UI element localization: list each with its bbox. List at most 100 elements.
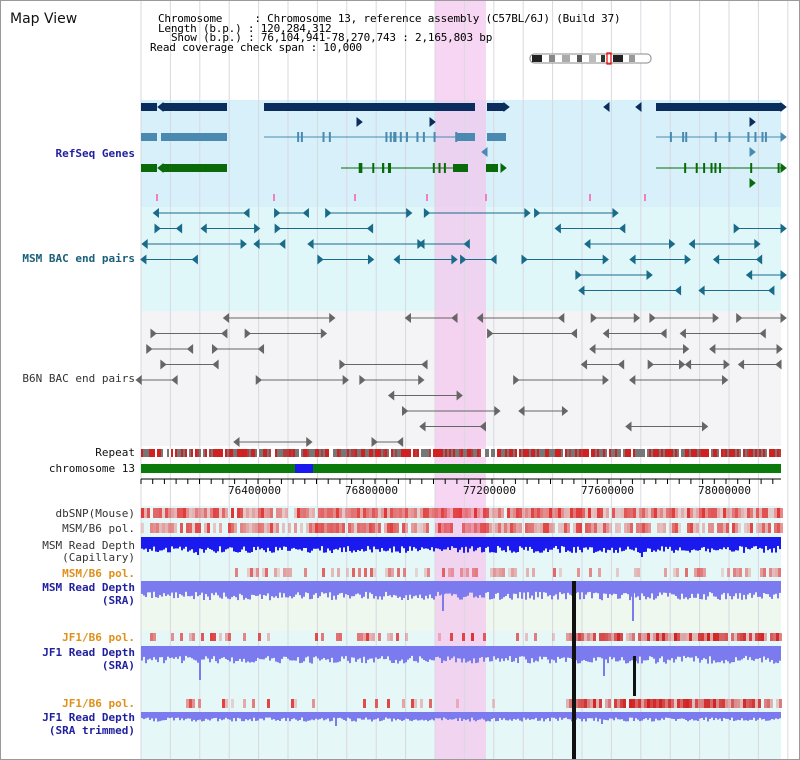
depth-bar <box>407 712 409 719</box>
repeat-feature <box>689 449 691 457</box>
repeat-feature <box>733 449 735 457</box>
bac-end-marker <box>233 436 240 448</box>
depth-bar <box>695 712 697 721</box>
gene-exon <box>385 132 388 142</box>
polymorphism-cell <box>252 523 255 533</box>
bac-end-marker <box>367 254 375 265</box>
repeat-feature <box>647 449 649 457</box>
polymorphism-cell <box>744 523 747 533</box>
track-label-refseq[interactable]: RefSeq Genes <box>55 147 135 160</box>
polymorphism-cell <box>605 699 608 708</box>
track-label-jf1-pol-1[interactable]: JF1/B6 pol. <box>62 631 135 644</box>
polymorphism-cell <box>752 633 755 641</box>
depth-bar <box>189 712 191 719</box>
depth-bar <box>349 712 351 719</box>
polymorphism-cell <box>731 633 734 641</box>
depth-bar <box>453 581 455 594</box>
gene-marker <box>354 194 356 201</box>
repeat-feature <box>457 449 459 457</box>
depth-bar <box>641 581 643 594</box>
polymorphism-cell <box>472 568 475 577</box>
repeat-feature <box>195 449 197 457</box>
chromosome-ideogram-icon[interactable] <box>529 52 653 66</box>
depth-bar <box>657 537 659 550</box>
polymorphism-cell <box>618 523 621 533</box>
repeat-feature <box>491 449 493 457</box>
repeat-feature <box>573 449 575 457</box>
polymorphism-cell <box>772 568 775 577</box>
track-label-b6n-bac[interactable]: B6N BAC end pairs <box>22 372 135 385</box>
depth-bar <box>391 581 393 598</box>
depth-bar <box>625 712 627 722</box>
track-label-jf1-depth-sra-1[interactable]: JF1 Read Depth <box>42 646 135 659</box>
bac-end-marker <box>211 343 219 355</box>
bac-end-marker <box>617 359 625 370</box>
depth-bar <box>153 581 155 592</box>
depth-bar <box>361 537 363 550</box>
track-label-msm-pol-1[interactable]: MSM/B6 pol. <box>62 522 135 535</box>
depth-bar <box>405 537 407 553</box>
polymorphism-cell <box>261 508 264 518</box>
gene-marker <box>273 194 275 201</box>
polymorphism-cell <box>669 523 672 533</box>
polymorphism-cell <box>564 523 567 533</box>
repeat-feature <box>241 449 243 457</box>
depth-bar <box>677 537 679 551</box>
polymorphism-cell <box>267 633 270 641</box>
repeat-feature <box>663 449 665 457</box>
depth-bar <box>553 712 555 718</box>
polymorphism-cell <box>327 508 330 518</box>
depth-bar <box>671 712 673 719</box>
bac-end-marker <box>396 436 404 448</box>
depth-bar <box>553 537 555 548</box>
depth-bar <box>441 712 443 721</box>
track-label-dbsnp[interactable]: dbSNP(Mouse) <box>55 507 135 520</box>
depth-bar <box>425 646 427 662</box>
repeat-feature <box>627 449 629 457</box>
depth-bar <box>393 712 395 719</box>
depth-bar <box>707 646 709 664</box>
track-label-msm-pol-2[interactable]: MSM/B6 pol. <box>62 567 135 580</box>
depth-bar <box>589 537 591 548</box>
track-label-msm-bac[interactable]: MSM BAC end pairs <box>22 252 135 265</box>
polymorphism-cell <box>657 508 660 518</box>
depth-bar <box>317 581 319 598</box>
bac-end-marker <box>684 254 691 265</box>
polymorphism-cell <box>339 633 342 641</box>
track-label-jf1-depth-trim-1[interactable]: JF1 Read Depth <box>42 711 135 724</box>
polymorphism-cell <box>198 523 201 533</box>
polymorphism-cell <box>234 523 237 533</box>
depth-bar <box>167 537 169 553</box>
depth-bar <box>693 581 695 598</box>
repeat-feature <box>559 449 561 457</box>
track-label-jf1-depth-trim-2: (SRA trimmed) <box>48 724 135 737</box>
depth-bar <box>627 646 629 664</box>
track-label-jf1-pol-2[interactable]: JF1/B6 pol. <box>62 697 135 710</box>
polymorphism-cell <box>653 699 656 708</box>
depth-bar <box>603 537 605 548</box>
depth-bar <box>193 712 195 720</box>
depth-bar <box>363 712 365 720</box>
depth-bar <box>649 712 651 719</box>
depth-bar <box>177 646 179 659</box>
track-label-msm-depth-cap-1[interactable]: MSM Read Depth <box>42 539 135 552</box>
repeat-feature <box>619 449 621 457</box>
polymorphism-cell <box>673 568 676 577</box>
track-label-msm-depth-sra-1[interactable]: MSM Read Depth <box>42 581 135 594</box>
gene-block <box>456 133 475 141</box>
repeat-feature <box>691 449 693 457</box>
depth-bar <box>185 712 187 719</box>
polymorphism-cell <box>705 508 708 518</box>
polymorphism-cell <box>738 523 741 533</box>
depth-bar <box>597 712 599 722</box>
polymorphism-cell <box>180 523 183 533</box>
depth-bar <box>615 537 617 550</box>
polymorphism-cell <box>483 633 486 641</box>
bac-end-marker <box>342 374 349 386</box>
depth-bar <box>691 712 693 720</box>
depth-bar <box>299 581 301 596</box>
depth-bar <box>713 646 715 661</box>
depth-bar <box>153 646 155 658</box>
depth-bar <box>287 712 289 718</box>
